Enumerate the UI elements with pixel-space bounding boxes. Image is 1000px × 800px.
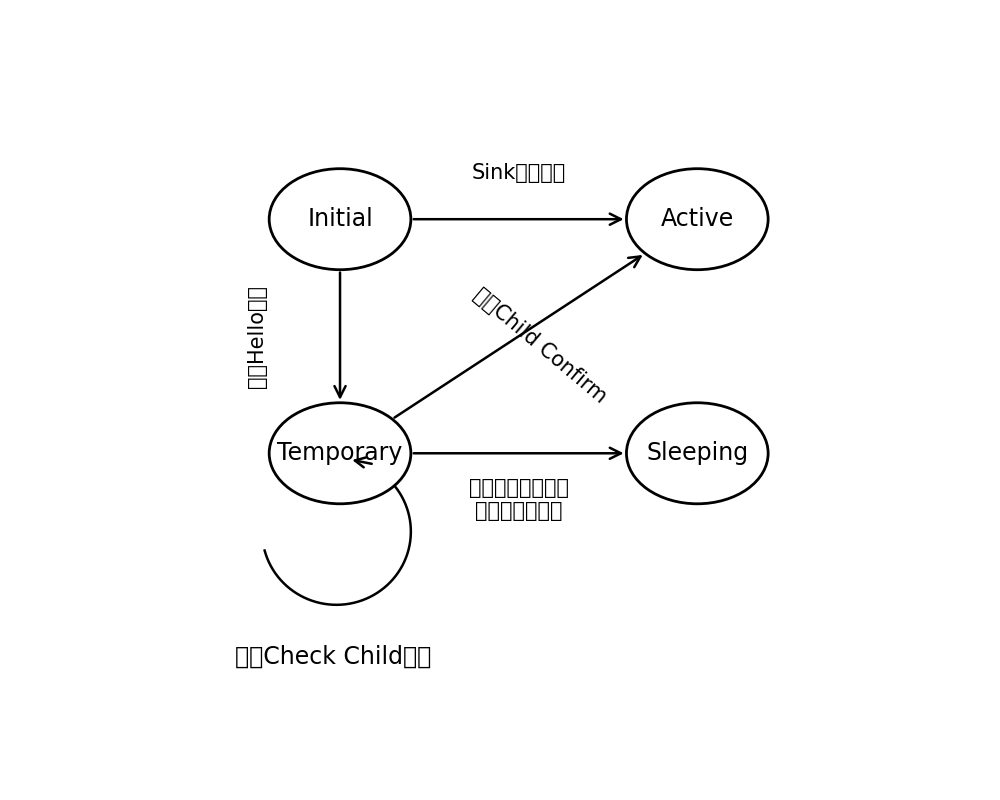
Text: 接收Child Confirm: 接收Child Confirm <box>470 284 610 406</box>
Ellipse shape <box>626 402 768 504</box>
Text: Initial: Initial <box>307 207 373 231</box>
Text: Sleeping: Sleeping <box>646 442 748 466</box>
Text: Temporary: Temporary <box>277 442 403 466</box>
Text: Sink直接标记: Sink直接标记 <box>472 163 566 183</box>
Text: Active: Active <box>661 207 734 231</box>
Text: 接收Check Child消息: 接收Check Child消息 <box>235 645 432 669</box>
Text: 广播Hello消息: 广播Hello消息 <box>247 285 267 388</box>
Ellipse shape <box>269 402 411 504</box>
Text: 成为父节点概率低
且无子节需覆盖: 成为父节点概率低 且无子节需覆盖 <box>469 478 569 521</box>
Ellipse shape <box>626 169 768 270</box>
Ellipse shape <box>269 169 411 270</box>
